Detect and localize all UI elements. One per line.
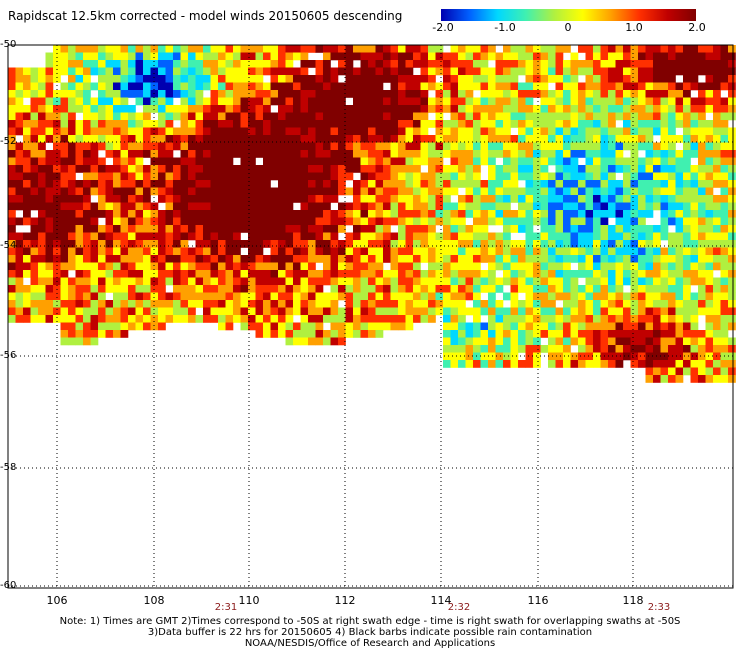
time-label-3: 2:33 [647,602,671,613]
lat-label-56: -56 [0,350,17,361]
colorbar-label-zero: 0 [564,21,572,34]
lon-label-116: 116 [527,594,549,607]
time-label-2: 2:32 [447,602,471,613]
map-title: Rapidscat 12.5km corrected - model winds… [8,9,403,23]
note-line-1: Note: 1) Times are GMT 2)Times correspon… [59,616,681,627]
lon-label-112: 112 [334,594,356,607]
map-frame [7,44,734,589]
colorbar-gradient [441,9,696,21]
lat-label-58: -58 [0,462,17,473]
lon-label-106: 106 [46,594,68,607]
colorbar [441,9,696,21]
lat-label-60: -60 [0,580,17,591]
lon-label-118: 118 [622,594,644,607]
lat-label-50: -50 [0,39,17,50]
lon-label-108: 108 [143,594,165,607]
time-label-1: 2:31 [214,602,238,613]
colorbar-label-neg1: -1.0 [494,21,516,34]
colorbar-label-max: 2.0 [688,21,706,34]
lon-label-110: 110 [238,594,260,607]
note-line-3: NOAA/NESDIS/Office of Research and Appli… [244,638,496,649]
colorbar-label-min: -2.0 [432,21,454,34]
wind-difference-cells [8,45,736,383]
lon-label-114: 114 [430,594,452,607]
lat-label-54: -54 [0,240,17,251]
lat-label-52: -52 [0,136,17,147]
colorbar-label-pos1: 1.0 [625,21,643,34]
note-line-2: 3)Data buffer is 22 hrs for 20150605 4) … [147,627,593,638]
